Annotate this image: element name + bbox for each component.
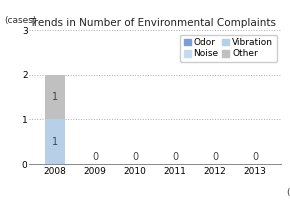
Text: 1: 1 [52,137,58,147]
Text: 0: 0 [132,152,138,162]
Text: Trends in Number of Environmental Complaints: Trends in Number of Environmental Compla… [29,18,276,28]
Text: (cases): (cases) [4,16,36,25]
Bar [45,119,65,164]
Text: 0: 0 [252,152,258,162]
Text: (FY): (FY) [286,188,290,197]
Legend: Odor, Noise, Vibration, Other: Odor, Noise, Vibration, Other [180,35,277,62]
Text: 1: 1 [52,92,58,102]
Bar [45,75,65,119]
Text: 0: 0 [172,152,178,162]
Text: 0: 0 [212,152,218,162]
Text: 0: 0 [92,152,98,162]
